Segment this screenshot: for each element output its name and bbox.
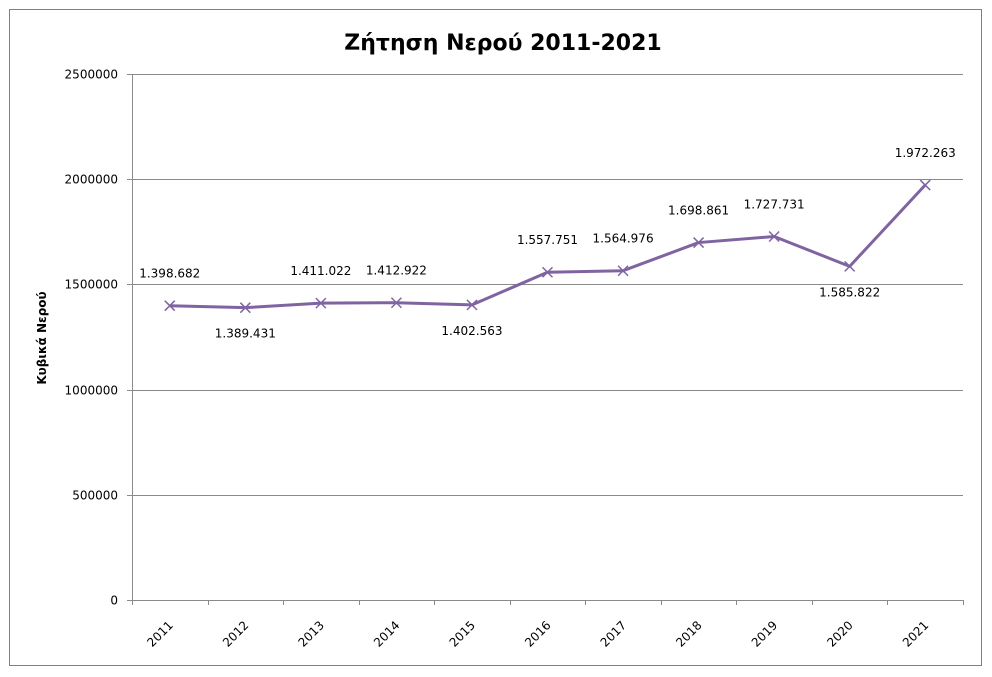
- marker-stroke: [541, 266, 554, 278]
- data-label: 1.402.563: [441, 324, 502, 338]
- data-label: 1.972.263: [895, 146, 956, 160]
- data-label: 1.727.731: [744, 197, 805, 211]
- data-point-marker: [693, 237, 705, 249]
- y-tick-labels: 0 500000 1000000 1500000 2000000 2500000: [65, 68, 118, 608]
- axes: [127, 74, 964, 605]
- data-point-marker: [164, 300, 176, 312]
- chart-border: [9, 9, 982, 666]
- data-point-marker: [466, 299, 478, 311]
- data-point-marker: [315, 297, 327, 309]
- data-point-marker: [844, 260, 856, 272]
- marker-stroke: [617, 265, 629, 277]
- data-label: 1.564.976: [593, 232, 654, 246]
- data-labels: 1.398.682 1.389.431 1.411.022 1.412.922 1.40…: [139, 146, 956, 341]
- marker-stroke: [239, 302, 251, 314]
- data-label: 1.398.682: [139, 267, 200, 281]
- data-point-marker: [919, 179, 931, 191]
- data-label: 1.585.822: [819, 285, 880, 299]
- marker-stroke: [390, 297, 402, 309]
- data-label: 1.698.861: [668, 204, 729, 218]
- y-tick-label: 500000: [72, 489, 118, 503]
- gridlines: [132, 74, 963, 496]
- chart-title: Ζήτηση Νερού 2011-2021: [344, 31, 661, 56]
- y-tick-label: 0: [110, 594, 118, 608]
- marker-stroke: [164, 300, 176, 312]
- marker-stroke: [768, 230, 780, 243]
- data-label: 1.412.922: [366, 264, 427, 278]
- data-point-marker: [541, 266, 554, 278]
- y-tick-label: 1000000: [65, 384, 118, 398]
- marker-stroke: [693, 237, 705, 249]
- y-axis-label: Κυβικά Νερού: [35, 291, 49, 384]
- data-point-marker: [617, 265, 629, 277]
- y-tick-label: 1500000: [65, 278, 118, 292]
- marker-stroke: [919, 179, 931, 191]
- y-tick-label: 2500000: [65, 68, 118, 82]
- data-point-marker: [768, 230, 780, 243]
- data-label: 1.389.431: [215, 327, 276, 341]
- marker-stroke: [466, 299, 478, 311]
- series-water-demand: [164, 179, 931, 314]
- y-tick-label: 2000000: [65, 173, 118, 187]
- data-point-marker: [239, 302, 251, 314]
- data-label: 1.557.751: [517, 233, 578, 247]
- marker-stroke: [844, 260, 856, 272]
- marker-stroke: [315, 297, 327, 309]
- data-label: 1.411.022: [290, 264, 351, 278]
- data-point-marker: [390, 297, 402, 309]
